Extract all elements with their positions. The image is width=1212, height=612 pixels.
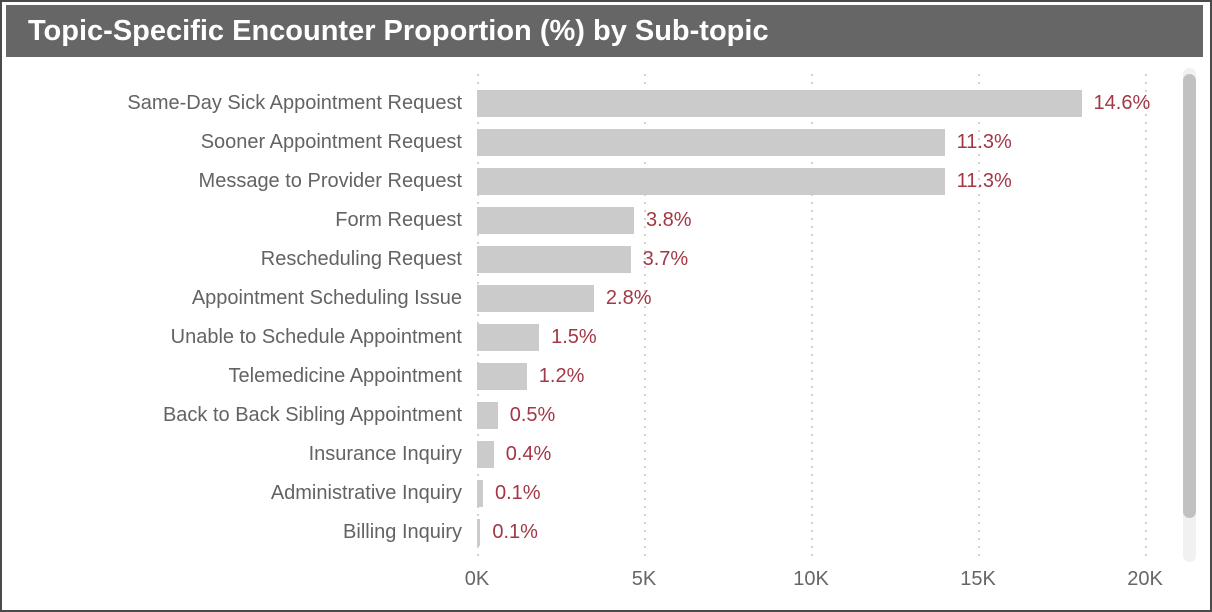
bar[interactable] <box>477 129 945 156</box>
category-label: Message to Provider Request <box>198 170 462 192</box>
data-label: 2.8% <box>605 287 652 309</box>
table-row: Appointment Scheduling Issue 2.8% <box>2 279 1182 318</box>
bar[interactable] <box>477 168 945 195</box>
data-label: 0.1% <box>492 521 538 543</box>
table-row: Unable to Schedule Appointment 1.5% <box>2 318 1182 357</box>
data-label: 0.5% <box>509 404 556 426</box>
data-label: 14.6% <box>1093 92 1151 114</box>
table-row: Billing Inquiry 0.1% <box>2 513 1182 552</box>
bar[interactable] <box>477 519 481 546</box>
table-row: Same-Day Sick Appointment Request 14.6% <box>2 84 1182 123</box>
data-label: 1.5% <box>551 326 597 348</box>
table-row: Insurance Inquiry 0.4% <box>2 435 1182 474</box>
data-label: 11.3% <box>956 131 1012 153</box>
category-label: Rescheduling Request <box>260 248 462 270</box>
data-label: 11.3% <box>956 170 1012 192</box>
bar[interactable] <box>477 285 594 312</box>
data-label: 1.2% <box>538 365 585 387</box>
bar[interactable] <box>477 90 1082 117</box>
category-label: Telemedicine Appointment <box>228 365 462 387</box>
category-label: Billing Inquiry <box>343 521 462 543</box>
bar[interactable] <box>477 324 540 351</box>
x-axis-tick: 15K <box>960 568 996 590</box>
bar-chart-plot: Same-Day Sick Appointment Request 14.6% … <box>2 84 1182 552</box>
category-label: Sooner Appointment Request <box>200 131 462 153</box>
bar[interactable] <box>477 480 483 507</box>
bar[interactable] <box>477 441 494 468</box>
x-axis-tick: 20K <box>1127 568 1163 590</box>
category-label: Same-Day Sick Appointment Request <box>127 92 462 114</box>
category-label: Back to Back Sibling Appointment <box>162 404 462 426</box>
bar[interactable] <box>477 207 634 234</box>
x-axis-tick: 0K <box>464 568 490 590</box>
bar[interactable] <box>477 363 527 390</box>
data-label: 0.4% <box>505 443 552 465</box>
bar[interactable] <box>477 402 498 429</box>
table-row: Rescheduling Request 3.7% <box>2 240 1182 279</box>
category-label: Unable to Schedule Appointment <box>170 326 462 348</box>
bar[interactable] <box>477 246 631 273</box>
table-row: Form Request 3.8% <box>2 201 1182 240</box>
table-row: Back to Back Sibling Appointment 0.5% <box>2 396 1182 435</box>
category-label: Administrative Inquiry <box>270 482 462 504</box>
chart-title: Topic-Specific Encounter Proportion (%) … <box>6 5 1203 57</box>
category-label: Form Request <box>335 209 462 231</box>
category-label: Appointment Scheduling Issue <box>191 287 462 309</box>
data-label: 3.8% <box>645 209 692 231</box>
scrollbar-thumb[interactable] <box>1183 74 1196 518</box>
scrollbar-track[interactable] <box>1183 68 1196 562</box>
x-axis-tick: 5K <box>631 568 657 590</box>
table-row: Administrative Inquiry 0.1% <box>2 474 1182 513</box>
x-axis-tick: 10K <box>793 568 829 590</box>
table-row: Message to Provider Request 11.3% <box>2 162 1182 201</box>
data-label: 3.7% <box>642 248 689 270</box>
category-label: Insurance Inquiry <box>308 443 462 465</box>
data-label: 0.1% <box>495 482 541 504</box>
table-row: Telemedicine Appointment 1.2% <box>2 357 1182 396</box>
table-row: Sooner Appointment Request 11.3% <box>2 123 1182 162</box>
